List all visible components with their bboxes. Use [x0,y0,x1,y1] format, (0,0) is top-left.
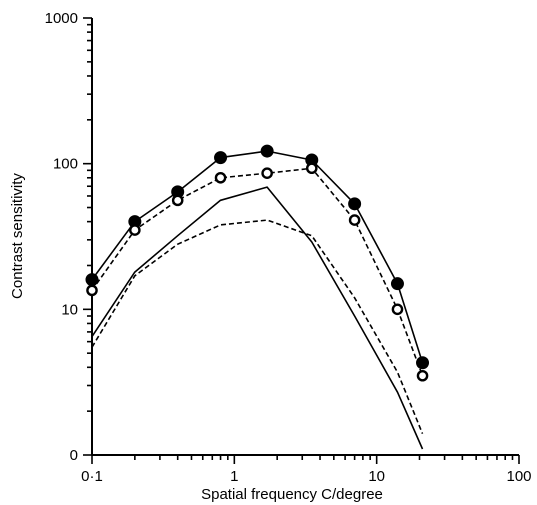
x-tick-label: 100 [506,468,531,485]
series-3-line [91,186,424,450]
series-layer [91,150,424,450]
series-2-point [305,162,318,175]
series-2-point [171,194,184,207]
series-1-point [390,277,404,291]
series-2-line [91,167,424,376]
y-tick-label: 100 [53,156,78,173]
y-axis-title: Contrast sensitivity [9,173,26,299]
series-1-point [260,144,274,158]
x-tick-label: 1 [230,468,238,485]
y-tick-label: 1000 [45,10,78,27]
axes: 0 10 100 1000 0·1 1 10 100 [45,10,532,485]
series-2-point [214,171,227,184]
series-1-line [91,150,424,363]
y-tick-label: 10 [61,301,78,318]
marker-layer [85,144,430,382]
series-4-line [91,219,424,435]
x-axis-title: Spatial frequency C/degree [201,486,383,503]
series-2-point [348,214,361,226]
series-2-point [391,303,404,316]
series-1-point [85,273,99,287]
series-2-point [416,369,429,382]
y-tick-label: 0 [70,447,78,464]
x-tick-label: 0·1 [81,468,103,485]
series-1-point [214,151,228,165]
series-2-point [129,224,141,236]
series-1-point [348,197,362,211]
series-2-point [261,167,273,180]
series-2-point [86,284,98,297]
series-1-point [416,356,430,370]
x-tick-label: 10 [368,468,385,485]
